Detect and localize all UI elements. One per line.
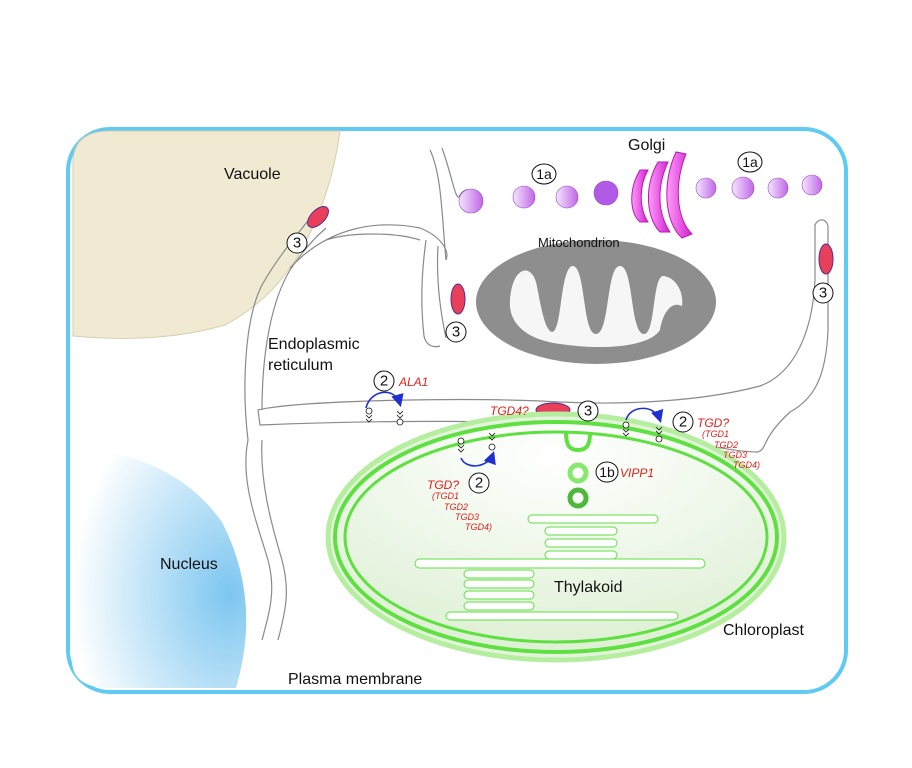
marker-2-chloroplast-right: 2 xyxy=(672,411,694,433)
markers: 1a 1a 1b 2 2 2 3 3 xyxy=(286,151,834,494)
nucleus-label: Nucleus xyxy=(160,556,218,573)
marker-3-vacuole: 3 xyxy=(286,232,308,254)
thylakoid-membranes xyxy=(414,514,706,621)
marker-3-pm: 3 xyxy=(812,282,834,304)
tgd4q-label: TGD4? xyxy=(490,404,529,418)
marker-1b: 1b xyxy=(595,461,619,483)
vesicles xyxy=(458,174,823,214)
svg-text:1a: 1a xyxy=(742,154,758,170)
marker-3-chloroplast: 3 xyxy=(577,400,599,422)
lipid-symbols xyxy=(365,407,663,453)
svg-text:(TGD1: (TGD1 xyxy=(432,491,459,501)
chloroplast-label: Chloroplast xyxy=(723,622,804,639)
marker-3-mito: 3 xyxy=(445,321,467,343)
marker-1a-right: 1a xyxy=(737,151,763,173)
vacuole-label: Vacuole xyxy=(224,166,281,183)
vipp1-vesicles xyxy=(564,432,592,509)
svg-text:TGD?: TGD? xyxy=(697,416,729,430)
svg-text:TGD4): TGD4) xyxy=(465,522,492,532)
svg-text:TGD?: TGD? xyxy=(427,478,459,492)
golgi-label: Golgi xyxy=(628,137,665,154)
svg-text:2: 2 xyxy=(679,414,687,431)
ala1-label: ALA1 xyxy=(398,375,428,389)
svg-text:1b: 1b xyxy=(599,464,615,480)
svg-text:1a: 1a xyxy=(536,166,552,182)
mitochondrion xyxy=(476,240,716,364)
svg-text:TGD3: TGD3 xyxy=(455,512,479,522)
golgi-apparatus xyxy=(631,151,693,239)
er-label-line1: Endoplasmic xyxy=(268,336,360,353)
svg-text:3: 3 xyxy=(293,235,301,252)
svg-text:TGD3: TGD3 xyxy=(723,450,747,460)
flip-arrows xyxy=(365,391,664,467)
svg-text:2: 2 xyxy=(475,475,483,492)
svg-text:3: 3 xyxy=(584,403,592,420)
plasma-membrane-label: Plasma membrane xyxy=(288,671,422,688)
marker-1a-left: 1a xyxy=(531,163,557,185)
svg-text:(TGD1: (TGD1 xyxy=(702,429,729,439)
tgd-group-right: TGD? (TGD1 TGD2 TGD3 TGD4) xyxy=(697,416,760,470)
svg-text:TGD2: TGD2 xyxy=(444,502,468,512)
vipp1-label: VIPP1 xyxy=(620,466,654,480)
tgd-group-left: TGD? (TGD1 TGD2 TGD3 TGD4) xyxy=(427,478,492,532)
mitochondrion-label: Mitochondrion xyxy=(538,235,620,250)
svg-text:TGD2: TGD2 xyxy=(714,440,738,450)
svg-text:TGD4): TGD4) xyxy=(733,460,760,470)
svg-text:3: 3 xyxy=(452,324,460,341)
nucleus xyxy=(72,452,247,688)
thylakoid-label: Thylakoid xyxy=(554,579,622,596)
marker-2-chloroplast-left: 2 xyxy=(468,472,490,494)
er-label-line2: reticulum xyxy=(268,357,333,374)
svg-text:3: 3 xyxy=(819,285,827,302)
endoplasmic-reticulum xyxy=(244,147,829,641)
chloroplast xyxy=(325,411,787,663)
marker-2-er: 2 xyxy=(373,370,395,392)
svg-text:2: 2 xyxy=(380,373,388,390)
